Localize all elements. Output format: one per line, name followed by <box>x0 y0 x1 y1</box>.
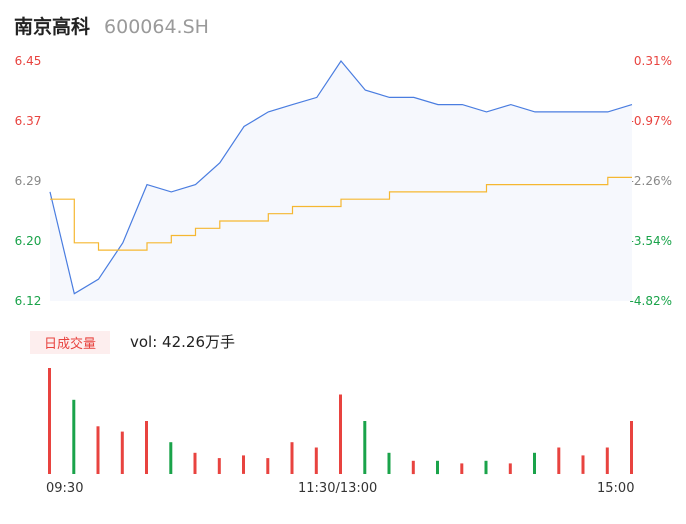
price-tick-left: 6.29 <box>14 174 42 188</box>
time-label-open: 09:30 <box>46 481 84 496</box>
volume-bar <box>630 421 633 474</box>
pct-tick-right: -3.54% <box>629 234 672 248</box>
pct-tick-right: -4.82% <box>629 294 672 308</box>
price-area <box>50 61 632 301</box>
volume-bar <box>120 431 124 474</box>
volume-bar <box>266 458 270 474</box>
volume-bar <box>314 447 318 474</box>
price-tick-left: 6.12 <box>14 294 42 308</box>
stock-code: 600064.SH <box>104 16 209 38</box>
time-label-midday: 11:30/13:00 <box>298 481 378 496</box>
price-line <box>49 59 633 295</box>
volume-bar <box>387 452 391 474</box>
price-tick-left: 6.20 <box>14 234 42 248</box>
volume-bar <box>363 421 367 474</box>
volume-bar <box>436 460 439 475</box>
volume-bar <box>581 455 585 474</box>
volume-bar <box>557 447 561 474</box>
volume-value: vol: 42.26万手 <box>130 333 235 351</box>
volume-bar <box>169 442 173 474</box>
pct-tick-right: -0.97% <box>629 114 672 128</box>
stock-name: 南京高科 <box>14 16 91 38</box>
volume-bar <box>96 426 100 474</box>
volume-bar <box>145 421 148 474</box>
price-tick-left: 6.45 <box>14 54 42 68</box>
pct-tick-right: -2.26% <box>629 174 672 188</box>
volume-bar <box>193 452 197 474</box>
volume-bar <box>290 442 294 474</box>
volume-bar <box>72 399 76 474</box>
volume-tab[interactable]: 日成交量 <box>30 331 110 354</box>
volume-bar <box>411 460 415 475</box>
volume-bar <box>605 447 609 474</box>
average-price-line <box>50 176 632 251</box>
chart-header: 南京高科 600064.SH <box>14 12 209 40</box>
volume-bar <box>508 463 512 474</box>
volume-bar <box>48 368 51 474</box>
time-label-close: 15:00 <box>597 481 635 496</box>
volume-bar <box>339 394 342 474</box>
price-tick-left: 6.37 <box>14 114 42 128</box>
pct-tick-right: 0.31% <box>633 54 672 68</box>
volume-bar <box>484 460 488 475</box>
volume-bar <box>460 463 464 474</box>
volume-bar <box>533 452 536 474</box>
volume-bar <box>217 458 221 474</box>
volume-bar <box>242 455 245 474</box>
